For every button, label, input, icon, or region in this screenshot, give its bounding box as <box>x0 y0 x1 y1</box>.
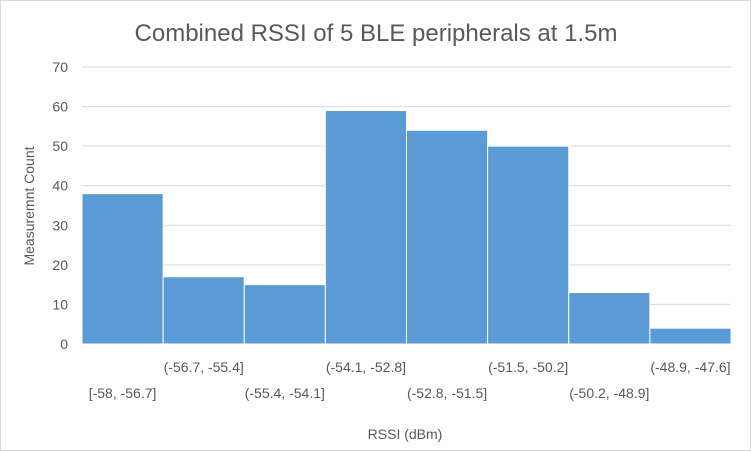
x-axis-ticks: [-58, -56.7] (-56.7, -55.4](-55.4, -54.1]… <box>89 359 731 401</box>
x-tick-label-3: (-54.1, -52.8] <box>326 359 406 375</box>
y-axis-ticks: 0 10 20 30 40 50 60 70 <box>52 59 68 352</box>
chart-title: Combined RSSI of 5 BLE peripherals at 1.… <box>135 20 618 47</box>
bar-0 <box>81 193 164 345</box>
x-axis-title: RSSI (dBm) <box>368 426 443 442</box>
y-tick-label-50: 50 <box>52 138 68 154</box>
bars <box>81 110 732 345</box>
x-tick-label-6: (-50.2, -48.9] <box>569 385 649 401</box>
x-tick-label-7: (-48.9, -47.6] <box>650 359 730 375</box>
x-tick-label-0: [-58, -56.7] <box>89 385 157 401</box>
bar-7 <box>649 327 732 345</box>
x-tick-label-1: (-56.7, -55.4] <box>164 359 244 375</box>
y-tick-label-70: 70 <box>52 59 68 75</box>
bar-5 <box>487 145 570 345</box>
y-tick-label-40: 40 <box>52 178 68 194</box>
bar-2 <box>243 284 326 345</box>
y-tick-label-60: 60 <box>52 99 68 115</box>
x-tick-label-2: (-55.4, -54.1] <box>245 385 325 401</box>
y-axis-title: Measuremnt Count <box>21 146 37 265</box>
y-tick-label-10: 10 <box>52 296 68 312</box>
y-tick-label-20: 20 <box>52 257 68 273</box>
y-tick-label-30: 30 <box>52 217 68 233</box>
x-tick-label-4: (-52.8, -51.5] <box>407 385 487 401</box>
bar-4 <box>406 129 489 345</box>
y-tick-label-0: 0 <box>60 336 68 352</box>
x-tick-label-5: (-51.5, -50.2] <box>488 359 568 375</box>
bar-3 <box>324 110 407 345</box>
bar-6 <box>568 292 651 345</box>
bar-1 <box>162 276 245 345</box>
